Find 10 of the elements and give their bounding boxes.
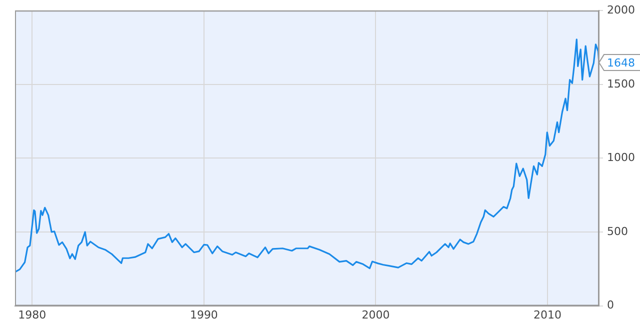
y-tick-label: 1000 [607, 151, 635, 164]
x-tick-label: 1980 [18, 308, 46, 322]
y-tick-label: 0 [607, 298, 614, 312]
y-tick-label: 2000 [607, 3, 635, 16]
y-tick-label: 1500 [607, 77, 635, 90]
x-tick-label: 2010 [533, 308, 562, 322]
x-tick-label: 1990 [190, 308, 218, 322]
annotation: 1648 [607, 56, 635, 70]
x-tick-label: 2000 [362, 308, 390, 322]
y-tick-label: 500 [607, 224, 628, 238]
